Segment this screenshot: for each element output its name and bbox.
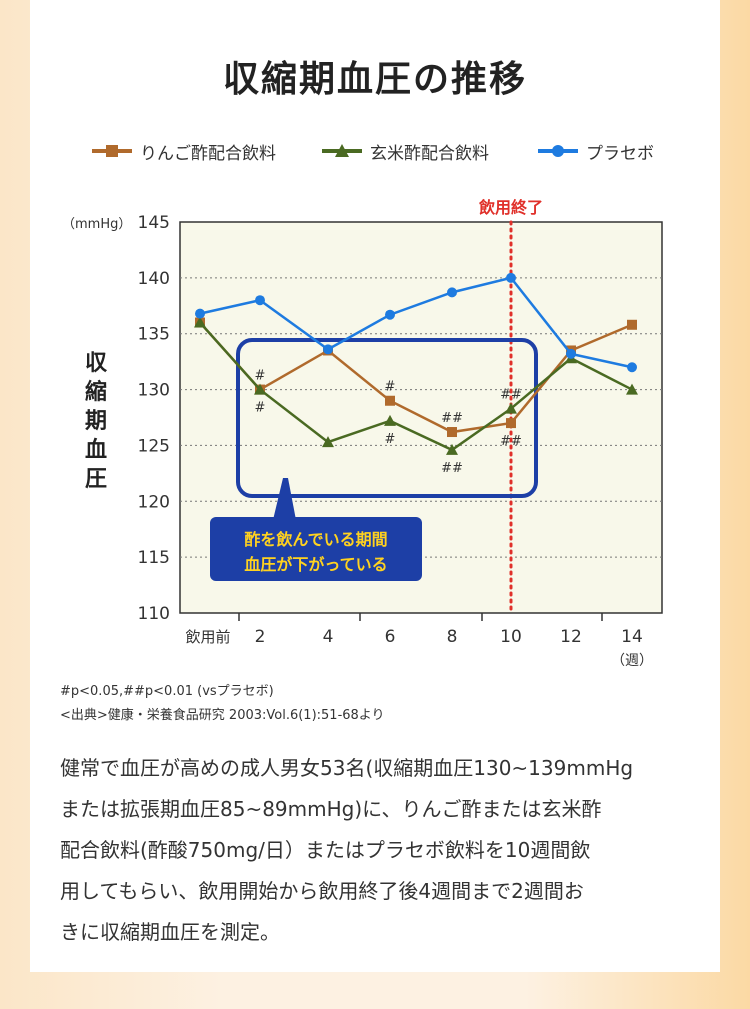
y-tick-label: 110: [138, 604, 170, 624]
data-point: [626, 383, 638, 395]
callout-text: 血圧が下がっている: [244, 555, 387, 574]
data-point: [385, 395, 395, 406]
legend: りんご酢配合飲料 玄米酢配合飲料 プラセボ: [30, 138, 720, 164]
y-tick-label: 145: [138, 213, 170, 233]
significance-marker: #: [385, 432, 396, 447]
y-tick-label: 135: [138, 325, 170, 345]
y-tick-label: 130: [138, 381, 170, 401]
y-tick-label: 120: [138, 492, 170, 512]
x-tick-label: 2: [255, 627, 266, 647]
description: 健常で血圧が高めの成人男女53名(収縮期血圧130~139mmHg または拡張期…: [60, 748, 700, 953]
callout-text: 酢を飲んでいる期間: [244, 530, 387, 549]
series-line: [199, 321, 633, 452]
y-unit-label: （mmHg）: [62, 217, 131, 232]
significance-note: #p<0.05,##p<0.01 (vsプラセボ): [60, 684, 274, 699]
data-point: [385, 309, 395, 320]
significance-marker: #: [255, 369, 266, 384]
x-tick-label: 飲用前: [185, 628, 230, 646]
y-axis-title-char: 収: [85, 351, 108, 376]
data-point: [447, 427, 457, 438]
series-line: [199, 276, 633, 369]
x-tick-label: 8: [447, 627, 458, 647]
significance-marker: ##: [441, 461, 463, 476]
data-point: [505, 402, 517, 414]
square-marker-icon: [92, 145, 132, 157]
data-point: [447, 287, 457, 298]
data-point: [446, 443, 458, 455]
description-line: または拡張期血圧85~89mmHg)に、りんご酢または玄米酢: [60, 797, 602, 821]
callout-frame: [236, 338, 538, 498]
data-point: [384, 414, 396, 426]
data-point: [195, 308, 205, 319]
x-tick-label: 12: [560, 627, 582, 647]
significance-marker: ##: [441, 411, 463, 426]
data-point: [323, 344, 333, 355]
description-line: 用してもらい、飲用開始から飲用終了後4週間まで2週間お: [60, 879, 584, 903]
triangle-marker-icon: [322, 144, 362, 157]
description-line: 配合飲料(酢酸750mg/日）またはプラセボ飲料を10週間飲: [60, 838, 591, 862]
y-axis-title-char: 期: [85, 409, 107, 434]
y-tick-label: 140: [138, 269, 170, 289]
legend-label-apple: りんご酢配合飲料: [140, 143, 276, 164]
data-point: [566, 348, 576, 359]
y-tick-label: 125: [138, 436, 170, 456]
data-point: [506, 272, 516, 283]
significance-marker: #: [255, 401, 266, 416]
callout-pointer: [273, 478, 296, 520]
legend-label-placebo: プラセボ: [586, 143, 654, 164]
y-axis-title-char: 圧: [85, 467, 107, 492]
description-line: きに収縮期血圧を測定。: [60, 920, 280, 944]
legend-item-brown-rice: 玄米酢配合飲料: [322, 138, 489, 164]
legend-item-placebo: プラセボ: [538, 138, 654, 164]
legend-label-brown-rice: 玄米酢配合飲料: [370, 143, 489, 164]
significance-marker: #: [385, 380, 396, 395]
source-note: <出典>健康・栄養食品研究 2003:Vol.6(1):51-68より: [60, 708, 385, 723]
significance-marker: ##: [500, 388, 522, 403]
data-point: [254, 383, 266, 395]
y-tick-label: 115: [138, 548, 170, 568]
x-tick-label: 4: [323, 627, 334, 647]
series-line: [199, 321, 633, 434]
data-point: [194, 316, 206, 328]
x-tick-label: 6: [385, 627, 396, 647]
chart-title: 収縮期血圧の推移: [222, 59, 527, 100]
x-tick-label: 14: [621, 627, 643, 647]
data-point: [255, 295, 265, 306]
data-point: [322, 436, 334, 448]
end-line-label: 飲用終了: [478, 198, 543, 217]
significance-marker: ##: [500, 434, 522, 449]
x-unit-label: （週）: [611, 653, 653, 669]
data-point: [506, 418, 516, 429]
description-line: 健常で血圧が高めの成人男女53名(収縮期血圧130~139mmHg: [60, 756, 634, 780]
callout-box: [210, 517, 422, 581]
y-axis-title-char: 血: [85, 437, 107, 463]
x-tick-label: 10: [500, 627, 522, 647]
legend-item-apple: りんご酢配合飲料: [92, 138, 276, 164]
data-point: [627, 362, 637, 373]
y-axis-title-char: 縮: [85, 379, 107, 405]
content-card: 収縮期血圧の推移 りんご酢配合飲料 玄米酢配合飲料 プラセボ 110 115 120…: [30, 0, 720, 972]
circle-marker-icon: [538, 145, 578, 157]
data-point: [627, 319, 637, 330]
